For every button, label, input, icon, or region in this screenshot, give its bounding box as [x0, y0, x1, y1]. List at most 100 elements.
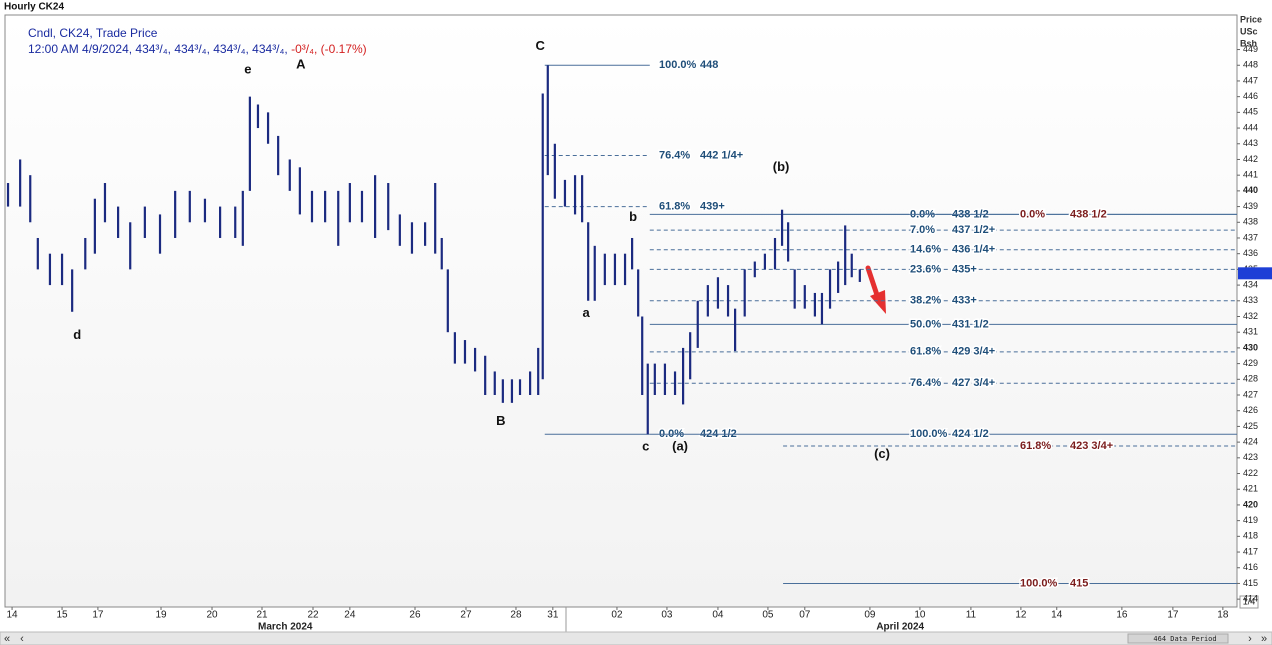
x-tick-label: 28 [510, 610, 522, 621]
y-tick-label: 423 [1243, 452, 1258, 462]
x-tick-label: 19 [155, 610, 167, 621]
x-tick-label: 09 [864, 610, 876, 621]
x-tick-label: 12 [1015, 610, 1027, 621]
scroll-thumb[interactable] [1127, 633, 1229, 644]
scroll-first[interactable]: « [4, 633, 10, 645]
window-title: Hourly CK24 [4, 2, 64, 13]
x-tick-label: 22 [307, 610, 319, 621]
x-tick-label: 04 [712, 610, 724, 621]
scroll-prev[interactable]: ‹ [20, 633, 24, 645]
fib-ratio-label: 0.0% [1020, 208, 1045, 220]
y-tick-label: 446 [1243, 91, 1258, 101]
y-tick-label: 425 [1243, 421, 1258, 431]
y-tick-label: 426 [1243, 405, 1258, 415]
fib-ratio-label: 76.4% [910, 377, 941, 389]
fib-price-label: 423 3/4+ [1070, 440, 1113, 452]
y-tick-label: 449 [1243, 44, 1258, 54]
x-tick-label: 27 [460, 610, 472, 621]
x-tick-label: 18 [1217, 610, 1229, 621]
y-tick-label: 417 [1243, 546, 1258, 556]
page-indicator: 1/4 [1243, 596, 1256, 606]
fib-price-label: 415 [1070, 577, 1088, 589]
y-tick-label: 416 [1243, 562, 1258, 572]
y-tick-label: 439 [1243, 201, 1258, 211]
fib-price-label: 427 3/4+ [952, 377, 995, 389]
month-label: March 2024 [258, 622, 313, 633]
x-tick-label: 11 [966, 610, 977, 621]
x-tick-label: 26 [409, 610, 421, 621]
y-tick-label: 418 [1243, 531, 1258, 541]
wave-label: (b) [773, 159, 790, 174]
y-tick-label: 434 [1243, 279, 1258, 289]
fib-price-label: 437 1/2+ [952, 224, 995, 236]
last-price-marker [1238, 267, 1272, 280]
axis-title: Bsh [1240, 38, 1257, 48]
legend-title: Cndl, CK24, Trade Price [28, 26, 158, 40]
fib-price-label: 431 1/2 [952, 318, 989, 330]
y-tick-label: 431 [1243, 327, 1258, 337]
y-tick-label: 428 [1243, 374, 1258, 384]
y-tick-label: 427 [1243, 389, 1258, 399]
y-tick-label: 442 [1243, 154, 1258, 164]
fib-ratio-label: 100.0% [1020, 577, 1058, 589]
x-tick-label: 15 [56, 610, 68, 621]
y-tick-label: 420 [1243, 499, 1258, 509]
fib-ratio-label: 23.6% [910, 263, 941, 275]
scroll-next[interactable]: › [1248, 633, 1252, 645]
y-tick-label: 433 [1243, 295, 1258, 305]
fib-price-label: 433+ [952, 295, 977, 307]
fib-ratio-label: 50.0% [910, 318, 941, 330]
axis-title: Price [1240, 14, 1262, 24]
x-tick-label: 14 [1051, 610, 1063, 621]
wave-label: A [296, 57, 306, 72]
wave-label: C [536, 38, 546, 53]
fib-price-label: 448 [700, 59, 718, 71]
axis-title: USc [1240, 26, 1258, 36]
y-tick-label: 440 [1243, 185, 1258, 195]
fib-price-label: 442 1/4+ [700, 149, 743, 161]
x-tick-label: 03 [661, 610, 673, 621]
x-tick-label: 17 [92, 610, 104, 621]
x-tick-label: 16 [1116, 610, 1128, 621]
fib-price-label: 439+ [700, 200, 725, 212]
y-tick-label: 444 [1243, 122, 1258, 132]
y-tick-label: 447 [1243, 75, 1258, 85]
wave-label: B [496, 413, 505, 428]
fib-ratio-label: 100.0% [910, 428, 948, 440]
y-tick-label: 432 [1243, 311, 1258, 321]
fib-price-label: 436 1/4+ [952, 244, 995, 256]
scrollbar[interactable] [0, 631, 1272, 645]
wave-label: d [73, 327, 81, 342]
trend-arrow [865, 265, 881, 301]
y-tick-label: 429 [1243, 358, 1258, 368]
y-tick-label: 437 [1243, 232, 1258, 242]
x-tick-label: 10 [914, 610, 926, 621]
fib-ratio-label: 100.0% [659, 59, 697, 71]
fib-ratio-label: 61.8% [659, 200, 690, 212]
x-tick-label: 17 [1167, 610, 1179, 621]
x-tick-label: 20 [206, 610, 218, 621]
legend-values: 12:00 AM 4/9/2024, 434³/₄, 434³/₄, 434³/… [28, 42, 291, 56]
fib-price-label: 438 1/2 [1070, 208, 1107, 220]
legend-change: -0³/₄, (-0.17%) [291, 42, 367, 56]
y-tick-label: 415 [1243, 578, 1258, 588]
wave-label: a [583, 305, 591, 320]
fib-price-label: 435+ [952, 263, 977, 275]
fib-price-label: 424 1/2 [952, 428, 989, 440]
x-tick-label: 05 [762, 610, 774, 621]
fib-price-label: 429 3/4+ [952, 346, 995, 358]
y-tick-label: 430 [1243, 342, 1258, 352]
x-tick-label: 31 [547, 610, 559, 621]
page-box[interactable] [1239, 595, 1259, 609]
scroll-last[interactable]: » [1261, 633, 1267, 645]
y-tick-label: 443 [1243, 138, 1258, 148]
y-tick-label: 414 [1243, 594, 1258, 604]
wave-label: c [642, 438, 649, 453]
x-tick-label: 07 [799, 610, 811, 621]
y-tick-label: 419 [1243, 515, 1258, 525]
y-tick-label: 422 [1243, 468, 1258, 478]
y-tick-label: 436 [1243, 248, 1258, 258]
fib-ratio-label: 38.2% [910, 295, 941, 307]
x-tick-label: 14 [7, 610, 19, 621]
x-tick-label: 21 [256, 610, 268, 621]
